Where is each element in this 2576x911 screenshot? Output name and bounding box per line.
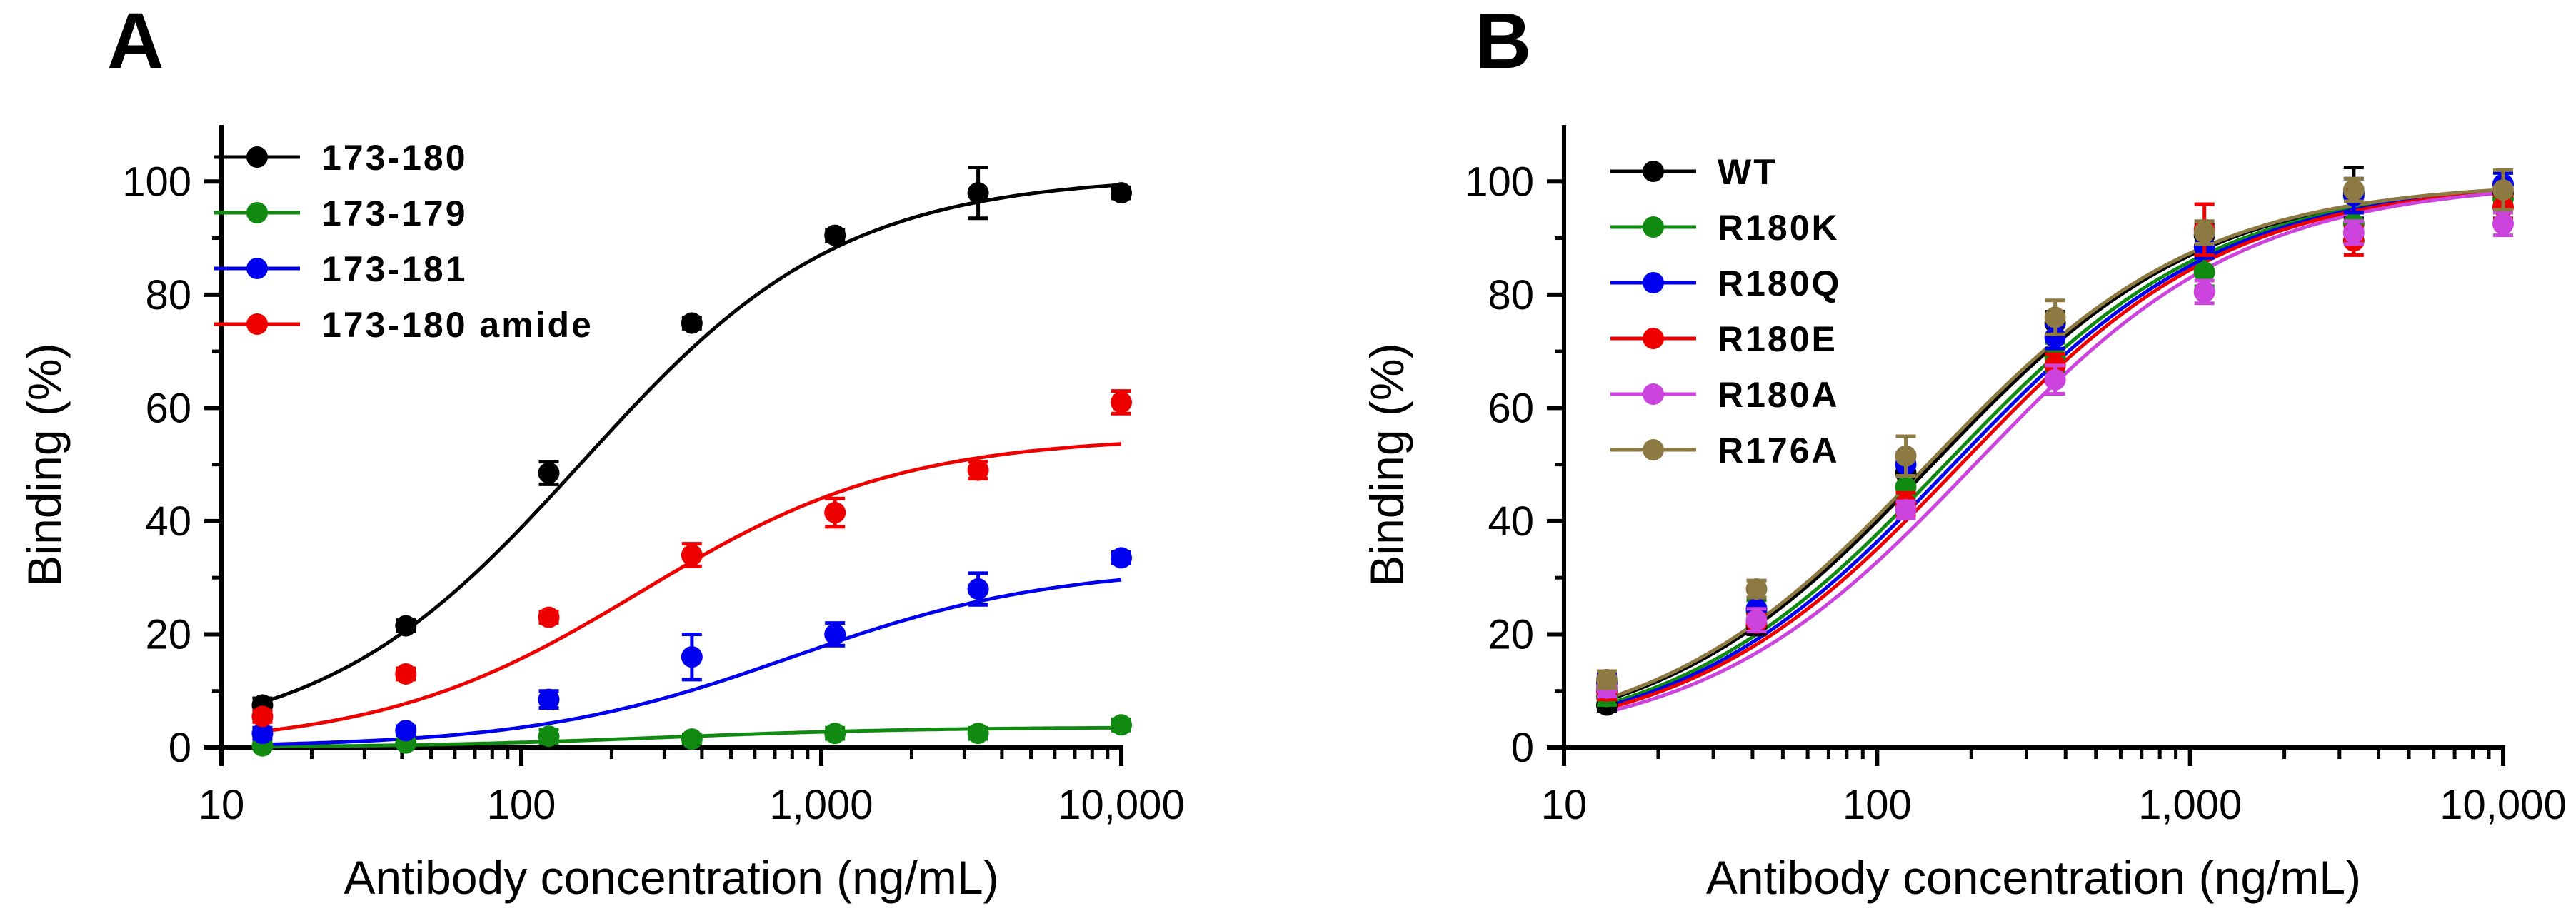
data-point xyxy=(1745,578,1768,600)
data-point xyxy=(538,725,560,748)
y-tick-label: 100 xyxy=(122,158,191,205)
data-point xyxy=(824,723,846,745)
x-tick-label: 100 xyxy=(1843,782,1912,828)
data-point xyxy=(967,578,989,600)
legend-label: R180K xyxy=(1718,208,1840,248)
y-tick-label: 20 xyxy=(145,611,191,658)
legend: WT R180K R180Q R180E R180A R176A xyxy=(1610,152,1841,470)
data-point xyxy=(681,544,703,566)
legend-marker xyxy=(1643,383,1664,405)
data-point xyxy=(1111,714,1132,736)
data-point xyxy=(967,723,989,745)
legend-marker xyxy=(1643,328,1664,349)
y-tick-label: 40 xyxy=(145,498,191,545)
legend-marker xyxy=(1643,161,1664,182)
data-point xyxy=(2044,306,2066,328)
y-tick-label: 100 xyxy=(1465,158,1534,205)
data-point xyxy=(2492,213,2514,235)
data-point xyxy=(2044,326,2066,348)
y-tick-label: 60 xyxy=(1488,385,1534,431)
data-point xyxy=(395,615,417,637)
data-point xyxy=(2193,281,2215,303)
y-tick-label: 20 xyxy=(1488,611,1534,658)
legend-label: 173-181 xyxy=(321,249,468,289)
y-tick-label: 0 xyxy=(1511,725,1534,771)
data-point xyxy=(824,623,846,645)
y-axis-title: Binding (%) xyxy=(18,343,71,586)
legend-label: R176A xyxy=(1718,431,1840,470)
data-point xyxy=(824,502,846,524)
x-tick-label: 1,000 xyxy=(2138,782,2242,828)
y-tick-label: 80 xyxy=(1488,272,1534,318)
legend-marker xyxy=(1643,272,1664,293)
x-tick-label: 10 xyxy=(199,782,245,828)
data-point xyxy=(251,705,274,728)
y-tick-label: 0 xyxy=(169,725,191,771)
y-tick-label: 60 xyxy=(145,385,191,431)
legend-label: 173-179 xyxy=(321,193,468,233)
x-tick-label: 10,000 xyxy=(2440,782,2566,828)
data-point xyxy=(681,728,703,750)
x-tick-label: 10 xyxy=(1541,782,1588,828)
chart-panel-a: A 0 20 40 60 80 100 10 100 1,000 10,000 Antibody co… xyxy=(18,0,1185,904)
data-point xyxy=(1595,668,1618,690)
x-tick-label: 1,000 xyxy=(769,782,873,828)
fit-curve-173-180 amide xyxy=(262,442,1122,733)
panel-label: B xyxy=(1475,0,1531,85)
data-point xyxy=(2342,179,2365,201)
data-point xyxy=(251,723,274,745)
data-point xyxy=(1895,499,1917,521)
data-point xyxy=(538,688,560,710)
data-point xyxy=(2492,179,2514,201)
data-point xyxy=(681,646,703,668)
data-point xyxy=(1111,391,1132,413)
legend-marker xyxy=(1643,216,1664,238)
data-point xyxy=(1895,445,1917,467)
data-point xyxy=(1745,609,1768,631)
y-axis-title: Binding (%) xyxy=(1360,343,1413,586)
chart-panel-b: B 0 20 40 60 80 100 10 100 1,000 10,000 Antibody co… xyxy=(1360,0,2567,904)
legend-label: R180E xyxy=(1718,319,1838,359)
legend: 173-180 173-179 173-181 173-180 amide xyxy=(214,138,593,345)
legend-label: R180Q xyxy=(1718,263,1841,303)
y-tick-label: 40 xyxy=(1488,498,1534,545)
legend-marker xyxy=(1643,439,1664,460)
data-point xyxy=(2193,261,2215,283)
data-point xyxy=(395,720,417,742)
legend-label: 173-180 amide xyxy=(321,305,593,345)
x-tick-label: 10,000 xyxy=(1058,782,1184,828)
y-tick-label: 80 xyxy=(145,272,191,318)
data-point xyxy=(681,312,703,334)
data-point xyxy=(538,462,560,484)
x-tick-label: 100 xyxy=(487,782,556,828)
data-point xyxy=(2193,221,2215,243)
legend-label: WT xyxy=(1718,152,1778,192)
legend-marker xyxy=(246,258,268,279)
data-point xyxy=(1111,547,1132,569)
x-axis-title: Antibody concentration (ng/mL) xyxy=(1706,851,2361,904)
data-point xyxy=(967,459,989,481)
legend-label: R180A xyxy=(1718,375,1840,415)
legend-marker xyxy=(246,146,268,168)
legend-marker xyxy=(246,202,268,223)
data-point xyxy=(538,606,560,628)
data-point xyxy=(2342,221,2365,243)
data-point xyxy=(395,663,417,685)
legend-label: 173-180 xyxy=(321,138,468,178)
data-point xyxy=(967,182,989,204)
legend-marker xyxy=(246,313,268,335)
data-point xyxy=(1111,182,1132,204)
data-point xyxy=(824,224,846,246)
x-axis-title: Antibody concentration (ng/mL) xyxy=(344,851,998,904)
panel-label: A xyxy=(107,0,164,85)
data-point xyxy=(2044,368,2066,391)
